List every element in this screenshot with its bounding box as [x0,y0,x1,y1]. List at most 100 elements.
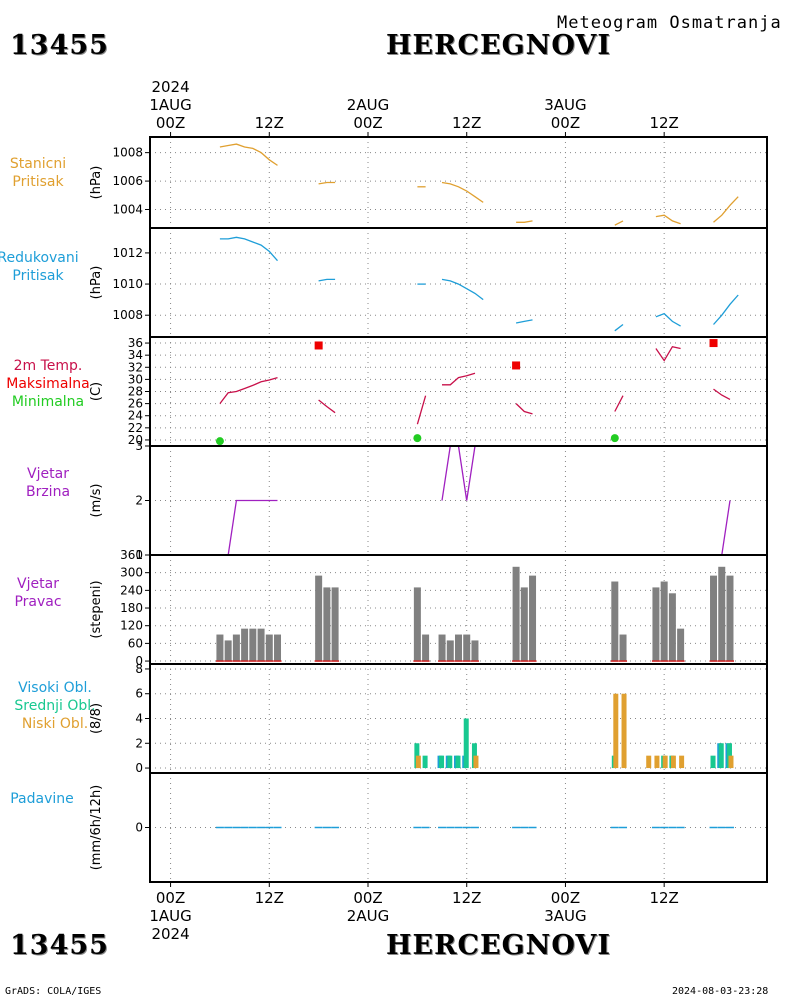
wind-direction-bar [512,566,520,662]
panel-label: Niski Obl. [22,716,88,732]
wind-direction-bar [413,587,421,662]
cloud-bar [718,743,724,769]
wind-direction-bar [323,587,331,662]
wind-direction-bar [718,566,726,662]
wind-direction-bar [652,587,660,662]
panel-label: Minimalna [12,394,84,410]
y-tick-label: 6 [135,687,143,701]
x-tick-label-bottom: 00Z [353,889,382,907]
y-tick-label: 240 [120,583,143,597]
station-name: HERCEGNOVI [386,30,611,61]
station-id: 13455 [10,30,109,61]
panel-label: Pritisak [12,174,64,190]
y-tick-label: 28 [128,385,143,399]
x-tick-label-top: 00Z [156,114,185,132]
cloud-bar [621,693,627,769]
series-line [655,214,681,225]
x-tick-label-bottom: 12Z [255,889,284,907]
y-tick-label: 0 [135,761,143,775]
y-tick-label: 2 [135,494,143,508]
y-axis-label: (8/8) [89,703,104,734]
wind-direction-bar [274,634,282,662]
y-tick-label: 0 [135,654,143,668]
data-layer [215,143,739,829]
grid-layer [150,137,767,882]
x-tick-label-bottom: 12Z [649,889,678,907]
y-axis-label: (stepeni) [89,580,104,638]
y-tick-label: 36 [128,336,143,350]
label-layer: 100410061008(hPa)StanicniPritisak1008101… [0,78,679,943]
panel-label: Padavine [10,791,74,807]
x-date-label-top: 2AUG [347,96,389,114]
wind-direction-bar [446,640,454,662]
panel-label: Srednji Obl. [14,698,95,714]
cloud-bar [646,755,652,769]
series-line [318,399,336,414]
panel-label: Redukovani [0,250,79,266]
cloud-bar [439,755,445,769]
y-tick-label: 1008 [112,146,143,160]
series-line [713,500,731,556]
tmin-marker [215,437,224,446]
y-tick-label: 1006 [112,174,143,188]
panel-label: Pravac [14,594,61,610]
series-line [441,278,484,301]
wind-direction-bar [726,575,734,662]
series-line [318,278,336,282]
y-tick-label: 360 [120,548,143,562]
series-line [655,312,681,327]
series-line [713,388,731,400]
x-tick-label-bottom: 00Z [156,889,185,907]
y-tick-label: 34 [128,348,143,362]
wind-direction-bar [232,634,240,662]
footer-station-name: HERCEGNOVI [386,930,611,961]
cloud-bar [728,755,734,769]
series-line [219,236,278,262]
panel-label: Vjetar [27,466,69,482]
wind-direction-bar [611,581,619,662]
y-tick-label: 120 [120,619,143,633]
wind-direction-bar [315,575,323,662]
y-tick-label: 1012 [112,246,143,260]
cloud-bar [679,755,685,769]
cloud-bar [710,755,716,769]
y-tick-label: 180 [120,601,143,615]
series-line [614,395,624,412]
y-tick-label: 24 [128,409,143,423]
y-tick-label: 22 [128,421,143,435]
wind-direction-bar [677,628,685,662]
cloud-bar [463,718,469,769]
wind-direction-bar [660,581,668,662]
wind-direction-bar [422,634,430,662]
wind-direction-bar [455,634,462,662]
tmin-marker [413,434,422,443]
cloud-bar [414,743,420,769]
x-tick-label-top: 12Z [649,114,678,132]
wind-direction-bar [520,587,528,662]
y-tick-label: 1008 [112,308,143,322]
wind-direction-bar [438,634,446,662]
series-line [614,323,624,332]
wind-direction-bar [710,575,718,662]
y-tick-label: 32 [128,360,143,374]
series-line [515,403,533,415]
x-tick-label-top: 00Z [551,114,580,132]
x-tick-label-top: 12Z [452,114,481,132]
panel-label: Pritisak [12,268,64,284]
series-line [219,499,278,556]
wind-direction-bar [529,575,537,662]
series-line [713,196,739,223]
tmax-marker [709,339,718,348]
y-axis-label: (m/s) [89,484,104,518]
series-line [318,181,336,185]
y-axis-label: (hPa) [89,266,104,300]
tmin-marker [610,434,619,443]
y-tick-label: 1004 [112,203,143,217]
footer-station-id: 13455 [10,930,109,961]
series-line [219,143,278,166]
wind-direction-bar [471,640,479,662]
wind-direction-bar [224,640,232,662]
series-line [655,345,681,362]
panel-label: Maksimalna [6,376,90,392]
